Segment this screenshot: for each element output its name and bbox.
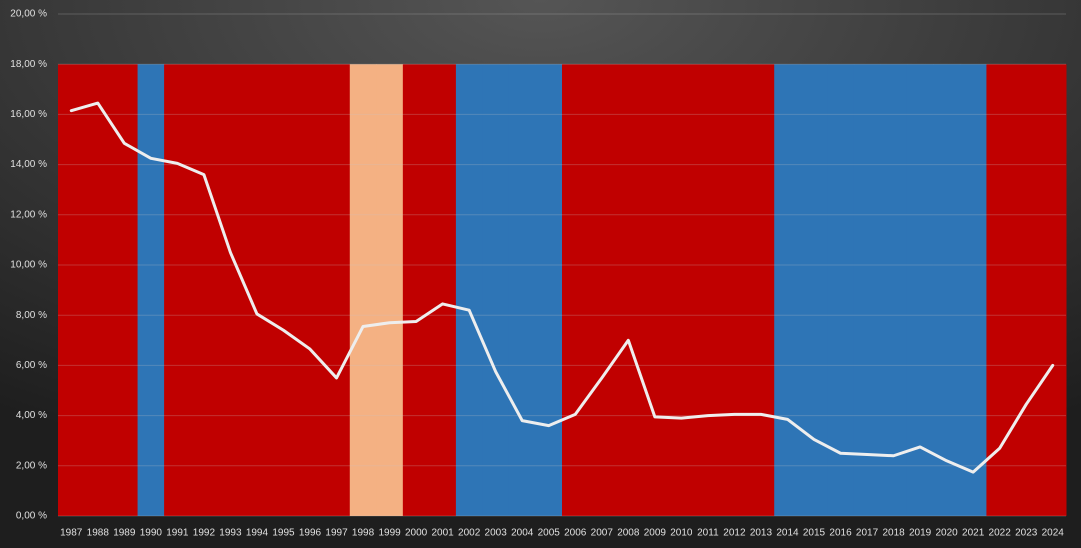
x-tick-label: 1999 xyxy=(378,528,401,539)
band-bar xyxy=(906,64,934,516)
band-bar xyxy=(323,64,351,516)
y-tick-label: 16,00 % xyxy=(10,109,47,120)
x-tick-label: 1998 xyxy=(352,528,375,539)
band-bar xyxy=(721,64,749,516)
x-tick-label: 2011 xyxy=(697,528,719,539)
band-bar xyxy=(774,64,802,516)
x-tick-label: 2015 xyxy=(803,528,826,539)
band-bar xyxy=(747,64,775,516)
band-bar xyxy=(535,64,563,516)
band-bar xyxy=(694,64,722,516)
x-tick-label: 1993 xyxy=(219,528,242,539)
x-tick-label: 2007 xyxy=(591,528,614,539)
x-tick-label: 1991 xyxy=(166,528,189,539)
x-tick-label: 1994 xyxy=(246,528,269,539)
x-tick-label: 2008 xyxy=(617,528,640,539)
x-tick-label: 2009 xyxy=(644,528,667,539)
x-tick-label: 2020 xyxy=(936,528,959,539)
band-bar xyxy=(800,64,828,516)
band-bar xyxy=(84,64,112,516)
x-tick-label: 2005 xyxy=(538,528,561,539)
x-tick-label: 1995 xyxy=(272,528,295,539)
x-tick-label: 2014 xyxy=(776,528,799,539)
x-tick-label: 2023 xyxy=(1015,528,1038,539)
x-tick-label: 1997 xyxy=(325,528,348,539)
x-tick-label: 1988 xyxy=(87,528,110,539)
band-bar xyxy=(508,64,536,516)
x-tick-label: 1996 xyxy=(299,528,322,539)
line xyxy=(69,101,1055,474)
band-bar xyxy=(641,64,669,516)
x-tick-label: 2018 xyxy=(882,528,905,539)
band-bar xyxy=(164,64,192,516)
band-bar xyxy=(137,64,165,516)
y-tick-label: 8,00 % xyxy=(16,310,47,321)
x-tick-label: 2022 xyxy=(989,528,1012,539)
x-tick-label: 2010 xyxy=(670,528,693,539)
band-bar xyxy=(296,64,324,516)
band-bar xyxy=(349,64,377,516)
x-tick-label: 2003 xyxy=(485,528,508,539)
y-tick-label: 20,00 % xyxy=(10,9,47,20)
band-bar xyxy=(615,64,643,516)
y-tick-label: 12,00 % xyxy=(10,209,47,220)
band-bar xyxy=(58,64,86,516)
band-bar xyxy=(376,64,404,516)
x-tick-label: 2004 xyxy=(511,528,534,539)
x-tick-label: 1989 xyxy=(113,528,136,539)
band-bar xyxy=(190,64,218,516)
band-bar xyxy=(853,64,881,516)
band-bar xyxy=(429,64,457,516)
grid xyxy=(58,13,1066,517)
x-tick-label: 1992 xyxy=(193,528,216,539)
x-tick-label: 2002 xyxy=(458,528,481,539)
y-tick-label: 14,00 % xyxy=(10,159,47,170)
band-bar xyxy=(402,64,430,516)
band-bar xyxy=(668,64,696,516)
band-bar xyxy=(959,64,987,516)
x-tick-label: 1987 xyxy=(60,528,83,539)
bands xyxy=(58,64,1067,516)
y-tick-label: 0,00 % xyxy=(16,511,47,522)
band-bar xyxy=(880,64,908,516)
band-bar xyxy=(827,64,855,516)
x-tick-label: 1990 xyxy=(140,528,163,539)
x-tick-label: 2019 xyxy=(909,528,932,539)
band-bar xyxy=(933,64,961,516)
lines xyxy=(69,101,1055,474)
band-bar xyxy=(111,64,139,516)
band-bar xyxy=(1039,64,1067,516)
band-bar xyxy=(455,64,483,516)
band-bar xyxy=(986,64,1014,516)
y-tick-label: 6,00 % xyxy=(16,360,47,371)
y-tick-label: 10,00 % xyxy=(10,260,47,271)
x-tick-label: 2017 xyxy=(856,528,879,539)
band-bar xyxy=(217,64,245,516)
x-tick-label: 2024 xyxy=(1042,528,1065,539)
band-bar xyxy=(588,64,616,516)
y-tick-label: 18,00 % xyxy=(10,59,47,70)
band-bar xyxy=(482,64,510,516)
band-bar xyxy=(270,64,298,516)
x-tick-label: 2006 xyxy=(564,528,587,539)
x-tick-label: 2001 xyxy=(432,528,455,539)
x-tick-label: 2013 xyxy=(750,528,773,539)
y-tick-label: 4,00 % xyxy=(16,410,47,421)
labels: 0,00 % 2,00 % 4,00 % 6,00 % 8,00 % 10,00 % 12,… xyxy=(10,9,1064,539)
band-bar xyxy=(1012,64,1040,516)
band-bar xyxy=(562,64,590,516)
x-tick-label: 2016 xyxy=(829,528,852,539)
x-tick-label: 2000 xyxy=(405,528,428,539)
x-tick-label: 2012 xyxy=(723,528,746,539)
y-tick-label: 2,00 % xyxy=(16,460,47,471)
x-tick-label: 2021 xyxy=(962,528,985,539)
